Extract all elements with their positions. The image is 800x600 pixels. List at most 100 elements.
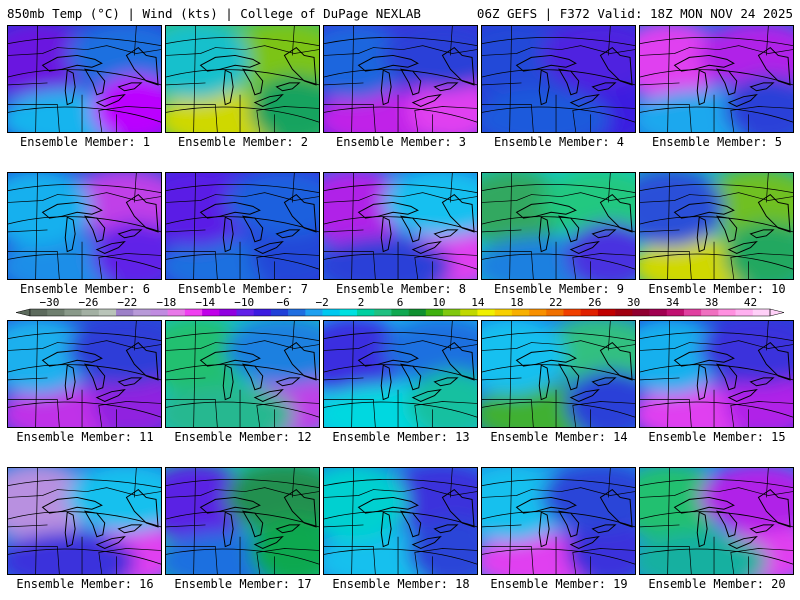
colorbar-tick-label: 42 <box>744 296 757 309</box>
colorbar-swatch <box>649 309 668 316</box>
great-lakes-outline <box>95 93 126 108</box>
colorbar-swatch <box>718 309 736 316</box>
great-lakes-outline <box>599 193 633 233</box>
colorbar-swatch <box>270 309 289 316</box>
great-lakes-outline <box>84 510 106 538</box>
temperature-region <box>565 517 635 574</box>
great-lakes-outline <box>64 364 76 401</box>
great-lakes-outline <box>411 388 442 403</box>
great-lakes-outline <box>275 82 301 92</box>
state-border <box>482 82 635 132</box>
streamline <box>166 216 319 233</box>
ensemble-member-label: Ensemble Member: 13 <box>332 430 470 444</box>
great-lakes-outline <box>283 193 317 233</box>
streamline <box>324 401 477 418</box>
streamline <box>8 183 161 194</box>
colorbar-swatch <box>322 309 341 316</box>
great-lakes-outline <box>357 496 419 514</box>
streamline <box>482 364 635 381</box>
great-lakes-outline <box>125 488 159 528</box>
temperature-region <box>8 531 137 574</box>
great-lakes-outline <box>125 193 159 233</box>
state-border <box>166 82 319 132</box>
great-lakes-outline <box>283 488 317 528</box>
colorbar-swatch <box>511 309 530 316</box>
colorbar-swatch <box>219 309 237 316</box>
great-lakes-outline <box>599 488 633 528</box>
state-border <box>482 377 635 427</box>
ensemble-member-label: Ensemble Member: 18 <box>332 577 470 591</box>
great-lakes-outline <box>253 93 284 108</box>
great-lakes-outline <box>716 68 738 96</box>
ensemble-member-label: Ensemble Member: 20 <box>648 577 786 591</box>
great-lakes-outline <box>591 524 617 534</box>
streamline <box>324 183 477 194</box>
colorbar-tick-label: 18 <box>510 296 523 309</box>
state-border <box>166 45 319 56</box>
streamline <box>640 36 793 47</box>
temperature-field <box>324 321 477 427</box>
great-lakes-outline <box>380 69 392 106</box>
great-lakes-outline <box>727 388 758 403</box>
great-lakes-outline <box>538 69 550 106</box>
great-lakes-outline <box>558 215 580 243</box>
temperature-field <box>166 173 319 279</box>
state-border <box>166 524 319 574</box>
temperature-region <box>249 517 319 574</box>
ensemble-member-label: Ensemble Member: 3 <box>335 135 467 149</box>
state-border <box>324 82 477 132</box>
colorbar-tick-label: 34 <box>666 296 680 309</box>
colorbar-swatch <box>305 309 323 316</box>
colorbar-swatch <box>597 309 616 316</box>
great-lakes-outline <box>357 349 419 367</box>
temperature-region <box>640 173 724 247</box>
colorbar-swatch <box>64 309 82 316</box>
temperature-region <box>640 531 769 574</box>
ensemble-member-label: Ensemble Member: 8 <box>335 282 467 296</box>
great-lakes-outline <box>749 82 775 92</box>
streamline <box>640 478 793 489</box>
great-lakes-outline <box>380 511 392 548</box>
state-border <box>482 487 635 498</box>
temperature-region <box>166 384 295 427</box>
streamline <box>640 69 793 86</box>
temperature-region <box>166 26 250 100</box>
colorbar-swatch <box>666 309 685 316</box>
state-border <box>8 192 161 203</box>
ensemble-member-map <box>481 25 636 133</box>
colorbar-swatch <box>288 309 306 316</box>
streamline <box>640 364 793 381</box>
colorbar-low-arrow <box>15 308 31 317</box>
great-lakes-outline <box>538 364 550 401</box>
state-border <box>640 377 793 427</box>
great-lakes-outline <box>757 341 791 381</box>
colorbar-swatch <box>356 309 375 316</box>
ensemble-member-label: Ensemble Member: 10 <box>648 282 786 296</box>
temperature-field <box>640 321 793 427</box>
colorbar-swatch <box>615 309 633 316</box>
colorbar-tick-label: 6 <box>397 296 404 309</box>
temperature-region <box>482 89 611 132</box>
great-lakes-outline <box>441 341 475 381</box>
state-border <box>193 26 295 132</box>
streamline <box>482 216 635 233</box>
great-lakes-outline <box>599 46 633 86</box>
colorbar-tick-label: 30 <box>627 296 640 309</box>
streamline <box>640 183 793 194</box>
ensemble-member-map <box>165 467 320 575</box>
streamline <box>166 69 319 86</box>
state-border <box>640 340 793 351</box>
great-lakes-outline <box>117 524 143 534</box>
temperature-region <box>565 222 635 279</box>
streamline <box>166 183 319 194</box>
great-lakes-outline <box>515 496 577 514</box>
ensemble-member-label: Ensemble Member: 11 <box>16 430 154 444</box>
great-lakes-outline <box>558 510 580 538</box>
great-lakes-outline <box>757 488 791 528</box>
great-lakes-outline <box>727 535 758 550</box>
great-lakes-outline <box>400 215 422 243</box>
state-border <box>640 524 793 574</box>
streamline <box>166 548 319 565</box>
great-lakes-outline <box>591 229 617 239</box>
streamline <box>482 511 635 528</box>
